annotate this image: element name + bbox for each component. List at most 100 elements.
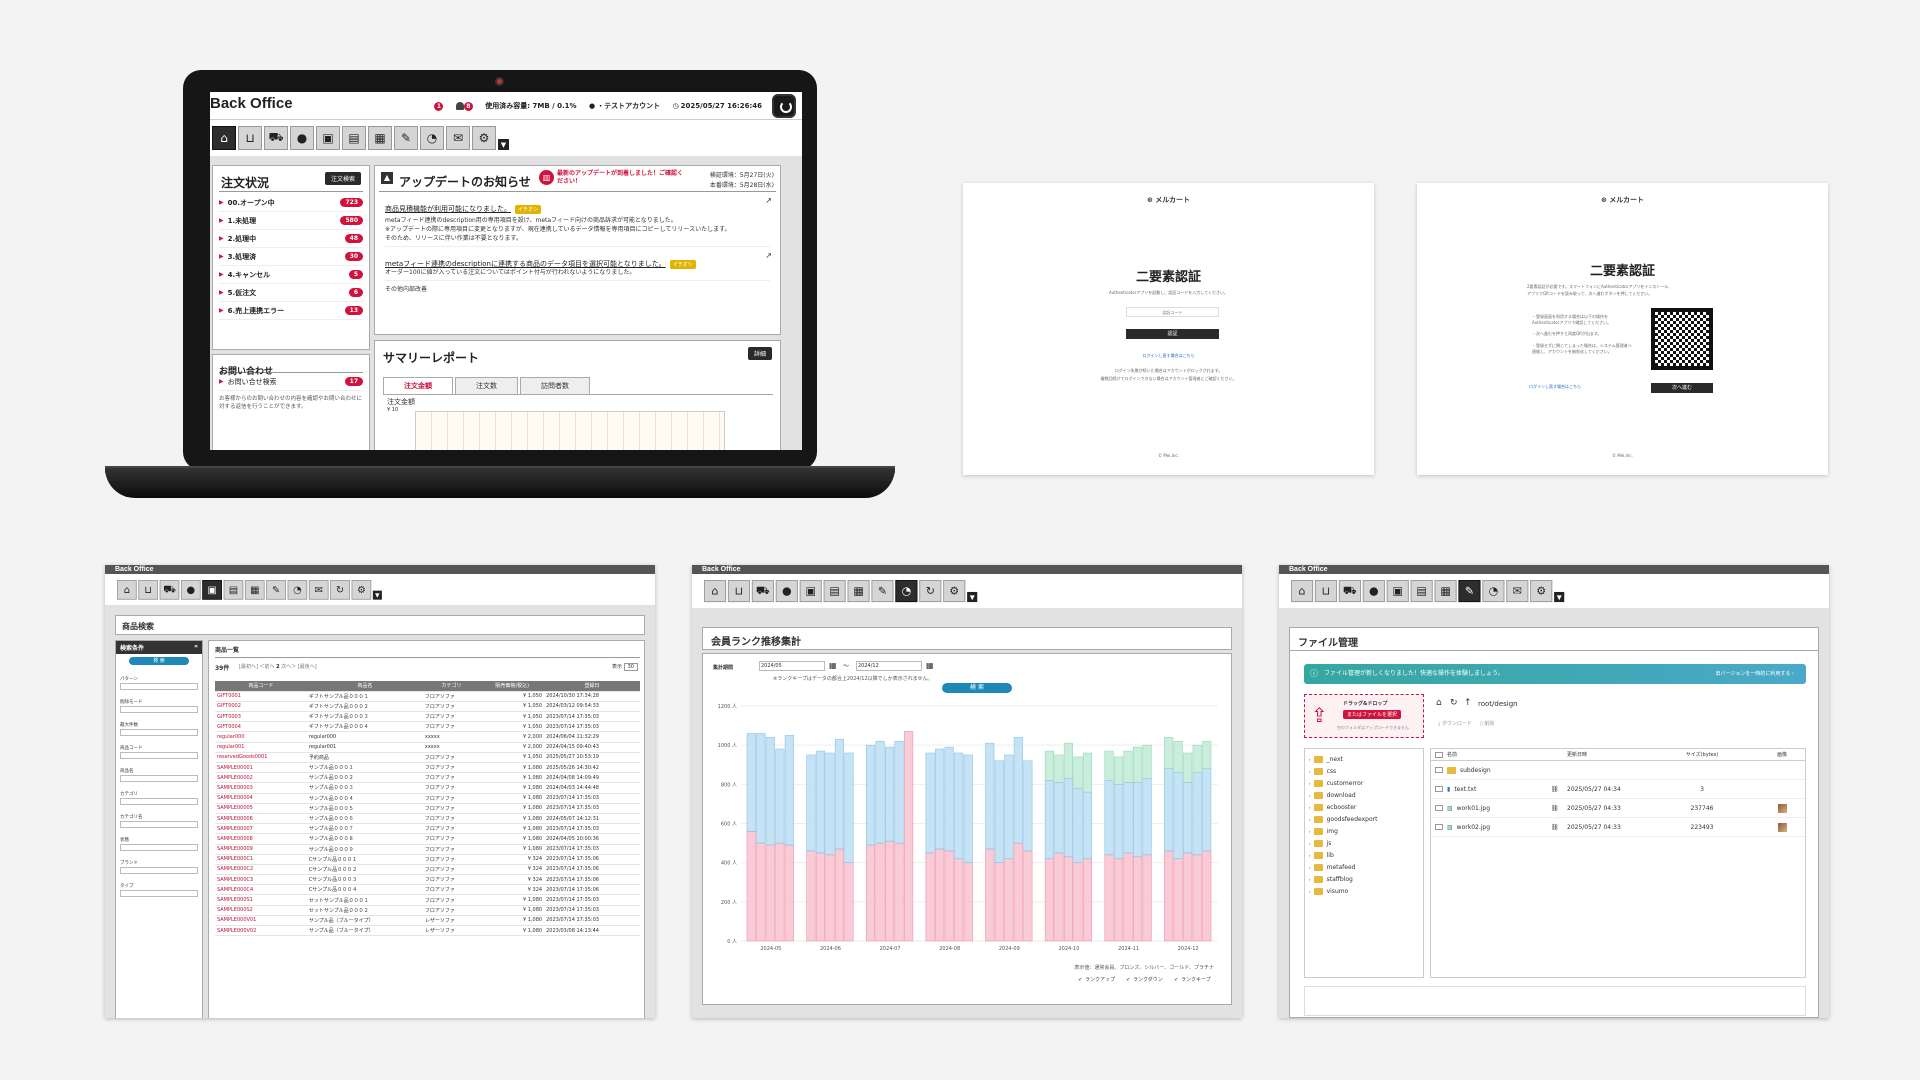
relogin-link[interactable]: ログインし直す場合はこちら	[1142, 353, 1195, 358]
relogin-link[interactable]: ログインし直す場合はこちら	[1529, 384, 1581, 389]
period-from-input[interactable]: 2024/05	[759, 661, 825, 671]
column-header[interactable]: 商品コード	[215, 681, 307, 692]
grid-icon[interactable]: ▦	[368, 126, 392, 150]
delete-button[interactable]: ▯ 削除	[1480, 721, 1495, 727]
table-cell[interactable]: SAMPLE00007	[215, 823, 307, 835]
column-header[interactable]: 登録日	[544, 681, 640, 692]
field-input[interactable]	[120, 844, 198, 851]
table-cell[interactable]: GIFT0002	[215, 701, 307, 713]
pencil-icon[interactable]: ✎	[266, 580, 286, 600]
column-header[interactable]: 商品名	[306, 681, 423, 692]
table-row[interactable]: SAMPLE000S1 セットサンプル品０００１ フロアソファ ¥ 1,080 2023…	[215, 894, 640, 906]
table-cell[interactable]: SAMPLE000V02	[215, 925, 307, 937]
table-cell[interactable]: SAMPLE00005	[215, 803, 307, 814]
pagination[interactable]: [最初へ] ＜前へ 2 次へ＞ [最後へ]	[239, 664, 317, 670]
cart-icon[interactable]: ⛟	[159, 580, 180, 600]
grid-icon[interactable]: ▦	[847, 580, 870, 603]
tree-folder[interactable]: › _next	[1309, 755, 1343, 763]
table-cell[interactable]: SAMPLE000V01	[215, 915, 307, 927]
piechart-icon[interactable]: ◔	[287, 580, 308, 600]
table-row[interactable]: SAMPLE000V02 サンプル品（ブルータイプ） レザーソファ ¥ 1,080 20…	[215, 925, 640, 937]
tree-folder[interactable]: › img	[1309, 827, 1338, 835]
table-row[interactable]: SAMPLE00008 サンプル品０００８ フロアソファ ¥ 1,080 2024/04…	[215, 833, 640, 845]
document-icon[interactable]: ▤	[823, 580, 846, 603]
table-cell[interactable]: SAMPLE00008	[215, 833, 307, 845]
table-cell[interactable]: SAMPLE00004	[215, 793, 307, 804]
table-cell[interactable]: GIFT0001	[215, 691, 307, 702]
order-status-row[interactable]: ▶ 00.オープン中 723	[219, 194, 363, 212]
table-row[interactable]: SAMPLE000C4 Cサンプル品０００４ フロアソファ ¥ 324 2023/07/…	[215, 884, 640, 896]
info-badge[interactable]: 1	[434, 101, 444, 111]
table-cell[interactable]: reservedGoods0001	[215, 752, 307, 764]
home-icon[interactable]: ⌂	[1436, 698, 1442, 708]
tree-folder[interactable]: › metafeed	[1309, 863, 1356, 871]
tab-visitors[interactable]: 訪問者数	[520, 377, 590, 394]
dropzone[interactable]: ⇪ ドラッグ&ドロップ またはファイルを選択 空のフォルダはアップロードできませ…	[1304, 694, 1424, 738]
table-cell[interactable]: regular001	[215, 742, 307, 753]
period-to-input[interactable]: 2024/12	[856, 661, 922, 671]
grid-icon[interactable]: ▦	[1434, 580, 1457, 603]
refresh-icon[interactable]: ↻	[919, 580, 942, 603]
account-name[interactable]: ・テストアカウント	[597, 102, 661, 110]
cart-icon[interactable]: ⛟	[751, 580, 774, 603]
order-status-row[interactable]: ▶ 6.売上連携エラー 13	[219, 302, 363, 320]
tree-folder[interactable]: › visumo	[1309, 887, 1349, 895]
file-row[interactable]: ▧ work01.jpg ⛓ 2025/05/27 04:33 237746	[1431, 799, 1805, 818]
tree-folder[interactable]: › staffblog	[1309, 875, 1353, 883]
document-icon[interactable]: ▤	[342, 126, 366, 150]
tab-order-count[interactable]: 注文数	[455, 377, 518, 394]
cart-icon[interactable]: ⛟	[264, 126, 288, 150]
field-input[interactable]	[120, 798, 198, 805]
update-link-2[interactable]: metaフィード連携のdescriptionに連携する商品のデータ項目を選択可能…	[385, 260, 666, 268]
bell-icon[interactable]	[455, 102, 464, 110]
file-row[interactable]: ▮ text.txt ⛓ 2025/05/27 04:34 3	[1431, 780, 1805, 799]
select-all-checkbox[interactable]	[1435, 751, 1443, 758]
box-icon[interactable]: ▣	[1386, 580, 1409, 603]
table-row[interactable]: SAMPLE00006 サンプル品０００６ フロアソファ ¥ 1,080 2024/05…	[215, 813, 640, 825]
col-size[interactable]: サイズ(bytes)	[1685, 752, 1719, 758]
tree-folder[interactable]: › customerror	[1309, 779, 1364, 787]
chevron-down-icon[interactable]: ▼	[967, 591, 978, 603]
field-input[interactable]	[120, 729, 198, 736]
download-button[interactable]: ⤓ ダウンロード	[1438, 721, 1472, 727]
mail-icon[interactable]: ✉	[1506, 580, 1529, 603]
arrow-up-icon[interactable]: ↑	[1464, 698, 1472, 708]
table-cell[interactable]: SAMPLE000C4	[215, 884, 307, 896]
gear-icon[interactable]: ⚙	[943, 580, 966, 603]
field-input[interactable]	[120, 775, 198, 782]
order-status-row[interactable]: ▶ 2.処理中 48	[219, 230, 363, 248]
pencil-icon[interactable]: ✎	[394, 126, 418, 150]
table-row[interactable]: SAMPLE000S2 セットサンプル品０００２ フロアソファ ¥ 1,080 2023…	[215, 905, 640, 916]
auth-submit-button[interactable]: 認証	[1126, 329, 1219, 339]
auth-code-input[interactable]	[1126, 307, 1219, 317]
table-row[interactable]: SAMPLE000C2 Cサンプル品０００２ フロアソファ ¥ 324 2023/07/…	[215, 864, 640, 876]
grid-icon[interactable]: ▦	[244, 580, 265, 600]
table-cell[interactable]: GIFT0004	[215, 721, 307, 733]
refresh-icon[interactable]: ↻	[330, 580, 350, 600]
table-cell[interactable]: SAMPLE00009	[215, 844, 307, 855]
row-checkbox[interactable]	[1435, 805, 1443, 811]
table-cell[interactable]: SAMPLE00001	[215, 762, 307, 774]
table-row[interactable]: SAMPLE00003 サンプル品０００３ フロアソファ ¥ 1,080 2024/04…	[215, 782, 640, 794]
field-input[interactable]	[120, 752, 198, 759]
row-checkbox[interactable]	[1435, 767, 1443, 773]
table-row[interactable]: SAMPLE000C3 Cサンプル品０００３ フロアソファ ¥ 324 2023/07/…	[215, 874, 640, 886]
table-row[interactable]: SAMPLE00009 サンプル品０００９ フロアソファ ¥ 1,080 2023/07…	[215, 844, 640, 855]
basket-icon[interactable]: ⊔	[138, 580, 158, 600]
collapse-icon[interactable]: ▲	[381, 172, 393, 184]
table-row[interactable]: GIFT0002 ギフトサンプル品０００２ フロアソファ ¥ 1,050 2024/03…	[215, 701, 640, 713]
field-input[interactable]	[120, 706, 198, 713]
home-icon[interactable]: ⌂	[704, 580, 727, 603]
mail-icon[interactable]: ✉	[446, 126, 470, 150]
field-input[interactable]	[120, 683, 198, 690]
tree-folder[interactable]: › goodsfeedexport	[1309, 815, 1378, 823]
user-icon[interactable]: ●	[290, 126, 314, 150]
chevron-down-icon[interactable]: ▼	[1554, 591, 1565, 603]
field-input[interactable]	[120, 867, 198, 874]
table-row[interactable]: regular000 regular000 xxxxx ¥ 2,000 2024/06/…	[215, 731, 640, 743]
file-row[interactable]: subdesign	[1431, 761, 1805, 780]
reload-icon[interactable]: ↻	[1450, 698, 1458, 708]
link-icon[interactable]: ⛓	[1551, 823, 1559, 831]
table-row[interactable]: SAMPLE00002 サンプル品０００２ フロアソファ ¥ 1,080 2024/04…	[215, 772, 640, 784]
table-row[interactable]: SAMPLE000C1 Cサンプル品０００１ フロアソファ ¥ 324 2023/07/…	[215, 854, 640, 865]
